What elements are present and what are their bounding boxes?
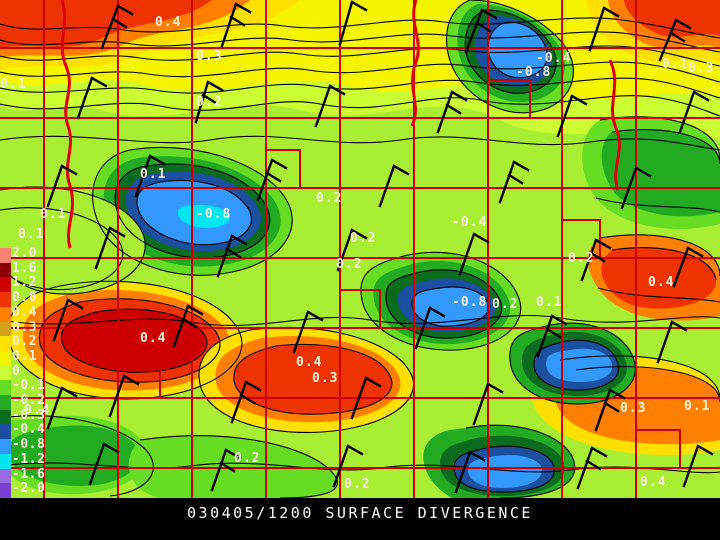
contour-value-label: 0.4 [140, 331, 167, 346]
contour-value-label: 0.4 [24, 403, 51, 418]
colorbar-tick-label: -2.0 [12, 481, 46, 497]
contour-value-label: 0.2 [350, 231, 377, 246]
state-boundary [60, 0, 621, 249]
contour-value-label: 0.2 [234, 451, 261, 466]
county-boundaries [0, 0, 720, 498]
map-plot-area[interactable]: 0.4 0.3 0.1 0.3 0.1 0.2 -0.4 -0.8 0.1 -0.8 0.2 -0.4… [0, 0, 720, 498]
page-title: 030405/1200 SURFACE DIVERGENCE [187, 504, 533, 522]
wind-barb-field [46, 0, 714, 494]
colorbar-tick-label: -1.6 [12, 466, 46, 482]
contour-value-label: 0.1 [40, 207, 67, 222]
contour-value-label: 0.2 [568, 251, 595, 266]
colorbar-tick-label: 0.2 [12, 334, 37, 350]
contour-value-label: 0.2 [196, 95, 223, 110]
contour-value-label: -0.8 [516, 65, 552, 80]
contour-value-label: 0.2 [316, 191, 343, 206]
contour-value-label: 0.3 [620, 401, 647, 416]
contour-value-label: 0.2 [336, 257, 363, 272]
colorbar-swatch[interactable] [0, 248, 11, 263]
colorbar-tick-label: -0.1 [12, 378, 46, 394]
colorbar-swatch[interactable] [0, 350, 11, 366]
contour-value-label: 0.3 [688, 61, 715, 76]
contour-value-label: -0.8 [452, 295, 488, 310]
contour-value-label: 0.1 [0, 77, 27, 92]
colorbar-swatch[interactable] [0, 365, 11, 381]
contour-value-label: 0.2 [344, 477, 371, 492]
colorbar-tick-label: 0.3 [12, 319, 37, 335]
colorbar-tick-label: 0.4 [12, 304, 37, 320]
colorbar-swatch[interactable] [0, 262, 11, 278]
contour-value-label: 0.4 [155, 15, 182, 30]
contour-value-label: -0.4 [536, 51, 572, 66]
contour-value-label: 0.1 [18, 227, 45, 242]
contour-value-label: 0.1 [140, 167, 167, 182]
contour-map-svg [0, 0, 720, 498]
colorbar-swatch[interactable] [0, 483, 11, 498]
colorbar-tick-label: -1.2 [12, 451, 46, 467]
colorbar-tick-label: 0.1 [12, 348, 37, 364]
contour-value-label: 0.2 [492, 297, 519, 312]
colorbar-tick-label: 0.8 [12, 290, 37, 306]
colorbar-swatch[interactable] [0, 439, 11, 454]
contour-value-label: -0.4 [452, 215, 488, 230]
contour-value-label: 0.3 [196, 49, 223, 64]
colorbar-labels: 2.0 1.6 1.2 0.8 0.4 0.3 0.2 0.1 0 -0.1 -0.2 -0.3 -0.… [12, 246, 46, 498]
colorbar-tick-label: -0.2 [12, 393, 46, 409]
title-bar: 030405/1200 SURFACE DIVERGENCE [0, 498, 720, 540]
colorbar-swatch[interactable] [0, 409, 11, 425]
colorbar-tick-label: 1.2 [12, 275, 37, 291]
colorbar-swatch[interactable] [0, 468, 11, 484]
divergence-colorbar[interactable] [0, 248, 11, 498]
contour-value-label: 0.1 [536, 295, 563, 310]
colorbar-tick-label: 0 [12, 363, 21, 379]
colorbar-tick-label: 1.6 [12, 260, 37, 276]
colorbar-swatch[interactable] [0, 306, 11, 322]
colorbar-swatch[interactable] [0, 453, 11, 469]
contour-value-label: 0.4 [640, 475, 667, 490]
colorbar-swatch[interactable] [0, 395, 11, 410]
contour-value-label: 0.3 [312, 371, 339, 386]
contour-value-label: -0.8 [196, 207, 232, 222]
colorbar-swatch[interactable] [0, 277, 11, 293]
colorbar-swatch[interactable] [0, 321, 11, 337]
colorbar-swatch[interactable] [0, 424, 11, 440]
contour-value-label: 0.4 [296, 355, 323, 370]
colorbar-tick-label: 2.0 [12, 246, 37, 261]
colorbar-tick-label: -0.8 [12, 437, 46, 453]
colorbar-tick-label: -0.3 [12, 407, 46, 423]
colorbar-swatch[interactable] [0, 292, 11, 307]
colorbar-swatch[interactable] [0, 380, 11, 396]
colorbar-tick-label: -0.4 [12, 422, 46, 438]
contour-value-label: 0.1 [684, 399, 711, 414]
contour-value-label: 0.1 [662, 57, 689, 72]
contour-value-label: 0.4 [648, 275, 675, 290]
colorbar-swatch[interactable] [0, 336, 11, 351]
